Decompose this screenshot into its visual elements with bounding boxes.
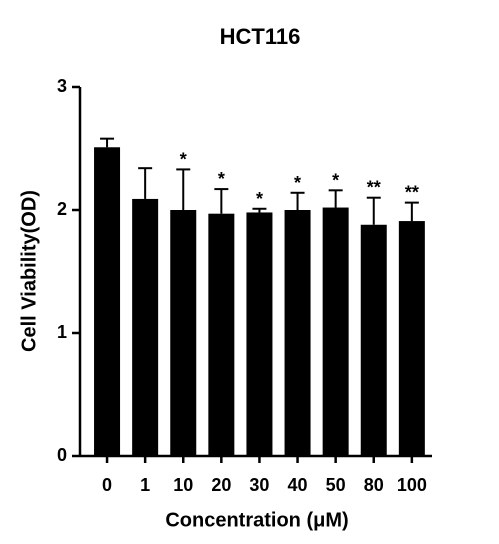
x-tick-label: 10 — [173, 475, 193, 495]
x-tick-label: 1 — [140, 475, 150, 495]
y-tick-label: 2 — [57, 199, 67, 219]
bar — [322, 207, 349, 456]
chart-title: HCT116 — [220, 24, 301, 49]
bar — [398, 221, 425, 456]
significance-label: * — [294, 173, 301, 193]
y-tick-label: 3 — [57, 76, 67, 96]
x-tick-label: 30 — [249, 475, 269, 495]
y-tick-label: 1 — [57, 322, 67, 342]
bar — [132, 198, 159, 456]
significance-label: * — [180, 149, 187, 169]
bar — [94, 147, 121, 456]
bar — [360, 224, 387, 456]
x-tick-label: 80 — [364, 475, 384, 495]
x-tick-label: 100 — [397, 475, 427, 495]
y-axis-label: Cell Viability(OD) — [18, 190, 40, 352]
bar — [170, 210, 197, 456]
x-tick-label: 40 — [288, 475, 308, 495]
bar — [208, 213, 235, 456]
x-tick-label: 50 — [326, 475, 346, 495]
significance-label: * — [218, 169, 225, 189]
x-axis-label: Concentration (μM) — [165, 509, 348, 531]
significance-label: * — [256, 189, 263, 209]
significance-label: ** — [367, 178, 381, 198]
x-tick-label: 20 — [211, 475, 231, 495]
significance-label: ** — [405, 183, 419, 203]
y-tick-label: 0 — [57, 445, 67, 465]
significance-label: * — [332, 170, 339, 190]
x-tick-label: 0 — [102, 475, 112, 495]
bar — [246, 212, 273, 456]
bar — [284, 210, 311, 456]
